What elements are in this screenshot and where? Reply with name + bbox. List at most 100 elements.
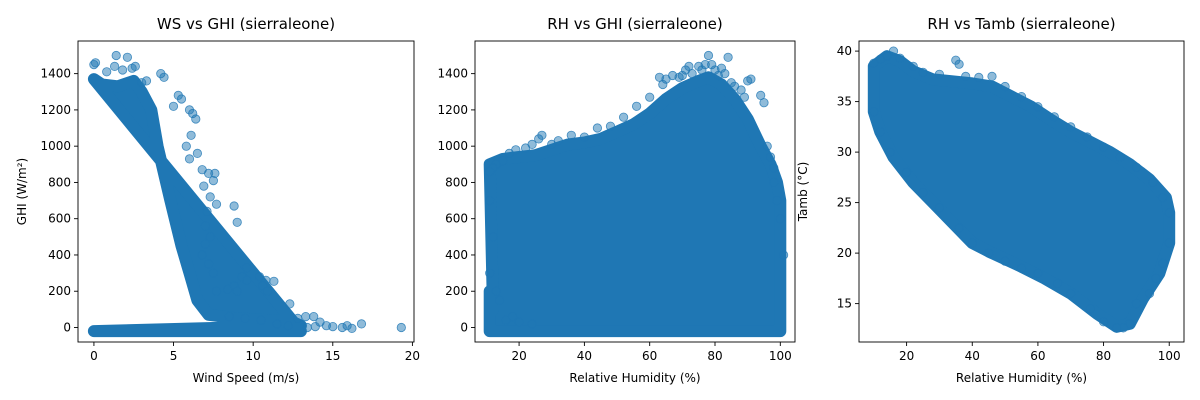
x-tick-label: 100 bbox=[1158, 349, 1181, 363]
y-tick-label: 30 bbox=[837, 145, 852, 159]
scatter-point bbox=[579, 132, 590, 142]
scatter-point bbox=[208, 268, 218, 278]
scatter-point bbox=[1000, 256, 1010, 266]
x-tick-label: 0 bbox=[90, 349, 98, 363]
scatter-point bbox=[547, 139, 557, 149]
scatter-point bbox=[229, 201, 239, 211]
scatter-point bbox=[769, 177, 779, 187]
scatter-point bbox=[485, 167, 495, 177]
scatter-point bbox=[954, 223, 964, 233]
x-tick-label: 15 bbox=[325, 349, 340, 363]
scatter-point bbox=[293, 313, 303, 323]
scatter-point bbox=[90, 58, 101, 68]
scatter-point bbox=[1099, 317, 1109, 327]
scatter-point bbox=[869, 107, 879, 117]
scatter-point bbox=[1000, 81, 1010, 92]
plot-area bbox=[867, 46, 1176, 333]
scatter-point bbox=[778, 250, 789, 260]
scatter-point bbox=[211, 286, 222, 296]
y-tick-label: 600 bbox=[445, 212, 468, 226]
scatter-point bbox=[191, 114, 201, 124]
scatter-point bbox=[285, 299, 295, 309]
y-tick-label: 15 bbox=[837, 297, 852, 311]
scatter-point bbox=[645, 92, 655, 102]
scatter-point bbox=[269, 276, 279, 286]
scatter-point bbox=[491, 286, 501, 296]
chart-title: RH vs GHI (sierraleone) bbox=[547, 15, 723, 33]
scatter-point bbox=[192, 148, 202, 158]
scatter-point bbox=[875, 127, 885, 137]
y-tick-label: 0 bbox=[460, 320, 468, 334]
scatter-point bbox=[631, 101, 642, 111]
y-tick-label: 800 bbox=[48, 175, 71, 189]
scatter-point bbox=[869, 58, 879, 68]
scatter-point bbox=[1158, 193, 1168, 203]
scatter-point bbox=[934, 203, 945, 213]
y-axis-label: Tamb (°C) bbox=[796, 162, 810, 223]
scatter-point bbox=[1125, 319, 1135, 329]
scatter-point bbox=[507, 311, 518, 322]
x-tick-label: 20 bbox=[405, 349, 420, 363]
scatter-point bbox=[197, 250, 207, 260]
x-tick-label: 10 bbox=[246, 349, 261, 363]
scatter-point bbox=[1016, 92, 1027, 102]
y-tick-label: 1000 bbox=[40, 139, 71, 153]
scatter-point bbox=[111, 50, 121, 61]
scatter-point bbox=[118, 65, 128, 75]
scatter-point bbox=[205, 192, 215, 202]
scatter-point bbox=[775, 214, 785, 224]
y-tick-label: 800 bbox=[445, 175, 468, 189]
x-tick-label: 80 bbox=[707, 349, 722, 363]
scatter-point bbox=[1144, 288, 1155, 299]
scatter-point bbox=[184, 154, 195, 164]
scatter-point bbox=[1016, 263, 1027, 273]
x-tick-label: 60 bbox=[1030, 349, 1045, 363]
scatter-point bbox=[1049, 112, 1059, 122]
scatter-point bbox=[703, 50, 714, 61]
plot-area bbox=[483, 50, 789, 338]
y-tick-label: 1400 bbox=[437, 67, 468, 81]
dense-point-cloud bbox=[483, 71, 787, 338]
scatter-point bbox=[396, 322, 406, 333]
scatter-point bbox=[1164, 208, 1174, 218]
scatter-point bbox=[272, 319, 282, 329]
scatter-point bbox=[1131, 298, 1142, 309]
scatter-point bbox=[772, 196, 782, 206]
x-tick-label: 5 bbox=[170, 349, 178, 363]
scatter-point bbox=[885, 147, 895, 157]
scatter-point bbox=[746, 74, 756, 84]
scatter-point bbox=[908, 61, 918, 71]
scatter-point bbox=[514, 317, 524, 327]
scatter-point bbox=[759, 98, 769, 108]
axes-frame bbox=[474, 40, 796, 343]
x-tick-label: 100 bbox=[769, 349, 792, 363]
scatter-point bbox=[687, 69, 697, 79]
scatter-point bbox=[1033, 102, 1043, 112]
scatter-point bbox=[310, 321, 320, 332]
plot-area bbox=[87, 50, 406, 338]
scatter-point bbox=[520, 143, 531, 153]
scatter-point bbox=[895, 53, 905, 63]
scatter-point bbox=[592, 123, 603, 133]
y-tick-label: 20 bbox=[837, 246, 852, 260]
scatter-point bbox=[168, 101, 179, 111]
scatter-point bbox=[356, 319, 367, 329]
scatter-point bbox=[211, 199, 222, 209]
scatter-point bbox=[1082, 132, 1092, 142]
scatter-point bbox=[302, 322, 312, 333]
scatter-point bbox=[242, 263, 252, 273]
scatter-point bbox=[309, 311, 319, 322]
x-axis-label: Relative Humidity (%) bbox=[569, 371, 700, 385]
scatter-point bbox=[720, 69, 730, 79]
y-tick-label: 400 bbox=[445, 248, 468, 262]
scatter-point bbox=[1151, 273, 1161, 283]
y-axis-label: GHI (W/m²) bbox=[15, 158, 29, 225]
scatter-point bbox=[901, 167, 912, 177]
scatter-point bbox=[967, 238, 977, 248]
scatter-point bbox=[961, 71, 971, 82]
scatter-point bbox=[527, 319, 537, 329]
y-tick-label: 40 bbox=[837, 44, 852, 58]
scatter-point bbox=[199, 181, 209, 191]
